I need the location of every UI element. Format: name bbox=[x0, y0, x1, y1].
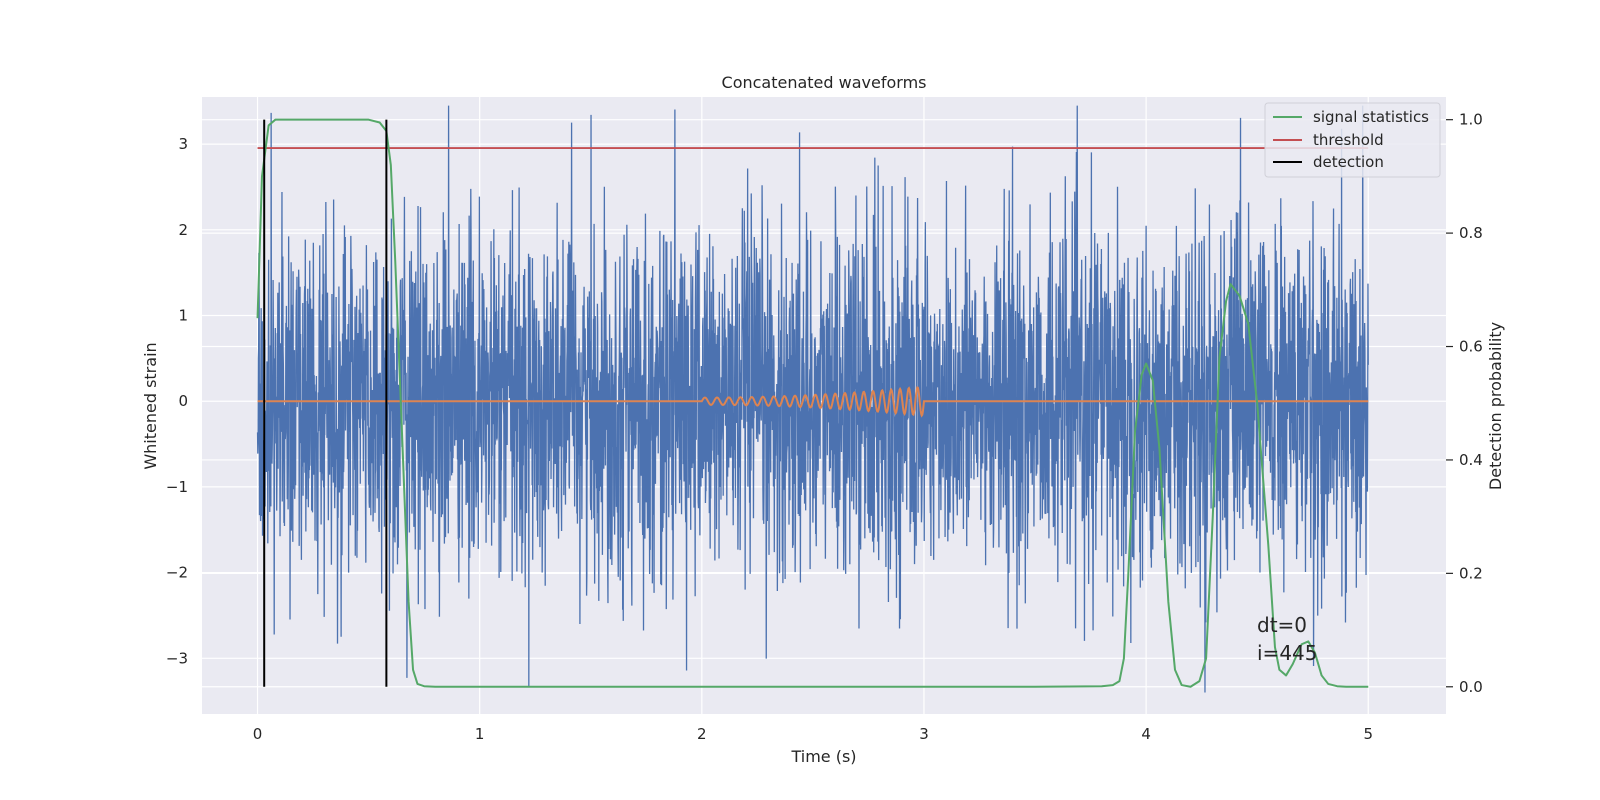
x-tick-label-2: 2 bbox=[697, 725, 707, 743]
x-axis-label: Time (s) bbox=[790, 747, 856, 766]
y-tick-label-left-1: −2 bbox=[166, 564, 188, 582]
x-tick-label-1: 1 bbox=[475, 725, 485, 743]
x-tick-label-5: 5 bbox=[1363, 725, 1373, 743]
y-tick-label-left-0: −3 bbox=[166, 649, 188, 667]
chart-title: Concatenated waveforms bbox=[722, 73, 927, 92]
strain-line bbox=[256, 105, 1369, 693]
injection-series bbox=[257, 386, 1369, 418]
legend-label-detection: detection bbox=[1313, 153, 1384, 171]
annotation-i: i=445 bbox=[1257, 641, 1318, 665]
plot-content bbox=[256, 105, 1369, 693]
y-tick-label-left-5: 2 bbox=[178, 221, 188, 239]
signal-statistics-series bbox=[256, 118, 1369, 688]
y-tick-label-left-6: 3 bbox=[178, 135, 188, 153]
y-tick-label-right-1: 0.2 bbox=[1459, 564, 1483, 582]
legend-label-threshold: threshold bbox=[1313, 131, 1384, 149]
annotation-dt: dt=0 bbox=[1257, 613, 1307, 637]
legend-label-signal-statistics: signal statistics bbox=[1313, 108, 1429, 126]
x-tick-label-3: 3 bbox=[919, 725, 929, 743]
x-tick-label-4: 4 bbox=[1141, 725, 1151, 743]
y-tick-label-left-4: 1 bbox=[178, 307, 188, 325]
signal-statistics-line bbox=[256, 118, 1369, 688]
injection-line bbox=[257, 386, 1369, 418]
x-tick-label-0: 0 bbox=[253, 725, 263, 743]
y-tick-label-right-3: 0.6 bbox=[1459, 338, 1483, 356]
legend-box bbox=[1264, 102, 1441, 178]
y-tick-label-right-4: 0.8 bbox=[1459, 224, 1483, 242]
y-tick-label-right-0: 0.0 bbox=[1459, 678, 1483, 696]
y-axis-right-ticks: 0.0 0.2 0.4 0.6 0.8 1.0 bbox=[1446, 111, 1483, 696]
detection-lines bbox=[263, 119, 388, 687]
y-tick-label-left-3: 0 bbox=[178, 392, 188, 410]
y-axis-left-ticks: −3 −2 −1 0 1 2 3 bbox=[166, 135, 188, 667]
y-axis-right-label: Detection probability bbox=[1486, 322, 1505, 490]
y-tick-label-right-2: 0.4 bbox=[1459, 451, 1483, 469]
y-tick-label-left-2: −1 bbox=[166, 478, 188, 496]
x-axis-ticks: 0 1 2 3 4 5 bbox=[253, 725, 1373, 743]
y-axis-left-label: Whitened strain bbox=[141, 342, 160, 469]
legend: signal statistics threshold detection bbox=[1264, 102, 1441, 178]
strain-series bbox=[256, 105, 1369, 693]
y-tick-label-right-5: 1.0 bbox=[1459, 111, 1483, 129]
